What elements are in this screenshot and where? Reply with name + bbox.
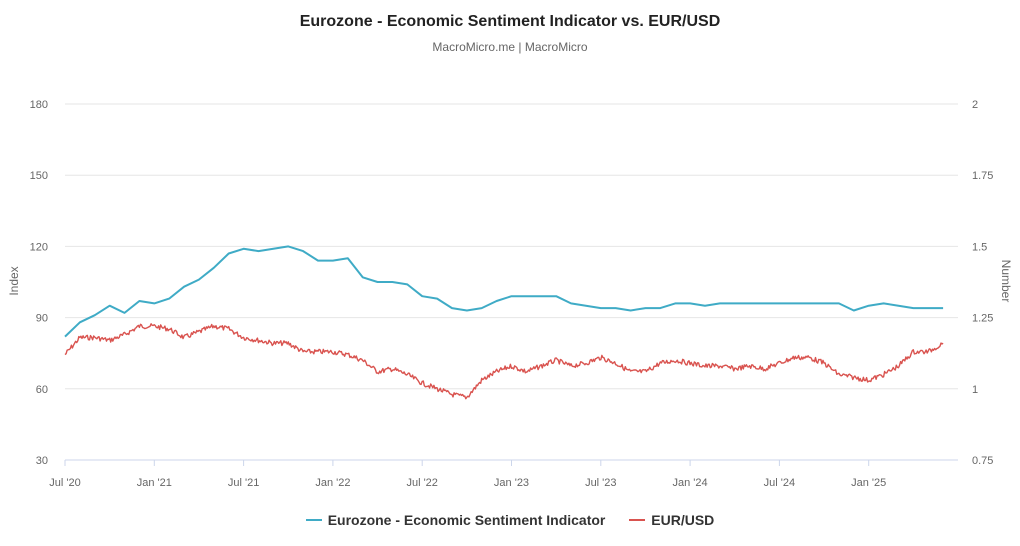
legend-swatch-sentiment: [305, 519, 322, 521]
chart-title: Eurozone - Economic Sentiment Indicator …: [299, 13, 721, 30]
right-tick-label: 0.75: [972, 455, 993, 467]
right-tick-label: 1: [972, 384, 978, 396]
legend-item-sentiment[interactable]: Eurozone - Economic Sentiment Indicator: [305, 512, 606, 528]
x-tick-label: Jul '22: [406, 477, 437, 489]
right-tick-label: 1.25: [972, 313, 993, 325]
right-axis-title: Number: [999, 260, 1013, 303]
x-tick-label: Jan '21: [137, 477, 172, 489]
x-tick-label: Jan '24: [673, 477, 708, 489]
chart-subtitle: MacroMicro.me | MacroMicro: [432, 40, 588, 54]
right-tick-label: 1.75: [972, 170, 993, 182]
left-tick-label: 120: [30, 241, 48, 253]
x-axis-ticks: Jul '20 Jan '21 Jul '21 Jan '22 Jul '22 Jan '…: [49, 459, 958, 489]
x-tick-label: Jul '21: [228, 477, 259, 489]
series-layer: [64, 245, 944, 400]
grid-lines: [65, 103, 958, 461]
left-axis-ticks: 30 60 90 120 150 180: [30, 99, 48, 467]
chart-svg: 30 60 90 120 150 180 0.75 1 1.25 1.5 1.75 2 Jul '2…: [7, 99, 1013, 489]
left-axis-title: Index: [7, 266, 21, 295]
x-tick-label: Jul '24: [764, 477, 795, 489]
left-tick-label: 90: [36, 313, 48, 325]
x-tick-label: Jan '22: [315, 477, 350, 489]
x-tick-label: Jan '23: [494, 477, 529, 489]
x-tick-label: Jul '20: [49, 477, 80, 489]
left-tick-label: 30: [36, 455, 48, 467]
legend: Eurozone - Economic Sentiment Indicator …: [0, 508, 1020, 528]
left-tick-label: 150: [30, 170, 48, 182]
series-line-sentiment: [64, 245, 944, 338]
right-axis-ticks: 0.75 1 1.25 1.5 1.75 2: [972, 99, 993, 467]
left-tick-label: 180: [30, 99, 48, 111]
legend-label-eurusd: EUR/USD: [651, 512, 715, 528]
legend-item-eurusd[interactable]: EUR/USD: [629, 512, 714, 528]
series-line-eurusd: [64, 323, 944, 400]
x-tick-label: Jan '25: [851, 477, 886, 489]
right-tick-label: 2: [972, 99, 978, 111]
left-tick-label: 60: [36, 384, 48, 396]
right-tick-label: 1.5: [972, 241, 987, 253]
legend-swatch-eurusd: [629, 519, 646, 521]
legend-label-sentiment: Eurozone - Economic Sentiment Indicator: [327, 512, 606, 528]
x-tick-label: Jul '23: [585, 477, 616, 489]
